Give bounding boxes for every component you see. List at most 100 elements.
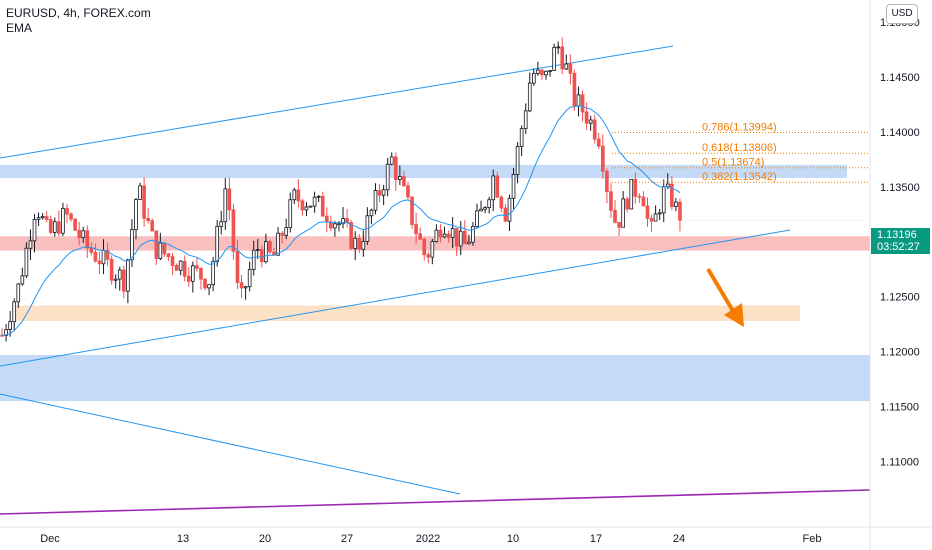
indicator-label[interactable]: EMA <box>6 21 33 35</box>
zones-layer <box>0 164 870 402</box>
candle <box>596 132 601 149</box>
candle-body <box>329 221 333 229</box>
candle-body <box>207 284 211 289</box>
candle <box>16 283 21 308</box>
candle-body <box>296 189 301 202</box>
candle-body <box>373 190 378 211</box>
candle <box>260 245 264 268</box>
candle-body <box>564 63 569 70</box>
symbol-title[interactable]: EURUSD, 4h, FOREX.com <box>6 6 151 20</box>
candle-body <box>450 228 455 238</box>
candle <box>544 70 548 80</box>
candle-body <box>548 70 552 72</box>
candle-body <box>280 232 284 236</box>
candle <box>235 240 240 290</box>
candle <box>178 260 183 276</box>
candle <box>657 208 662 221</box>
candle <box>641 191 646 207</box>
candle <box>653 205 658 222</box>
candle-body <box>653 213 658 222</box>
price-tick-label: 1.11000 <box>880 457 919 469</box>
candle <box>207 284 211 296</box>
ema-line <box>1 105 681 336</box>
candle-body <box>117 269 122 280</box>
candle <box>117 266 122 291</box>
candle <box>389 152 394 166</box>
candle <box>584 102 589 131</box>
candle <box>113 274 118 289</box>
candle-body <box>637 195 642 198</box>
candle-body <box>105 250 110 260</box>
candle-body <box>446 233 451 238</box>
candle-body <box>491 175 496 201</box>
candle-body <box>243 286 248 289</box>
candle <box>61 202 65 237</box>
candle <box>28 229 33 260</box>
candle <box>345 208 349 228</box>
candle-body <box>260 249 264 263</box>
candle-body <box>69 213 73 220</box>
candle <box>85 225 90 258</box>
candle-body <box>434 229 439 243</box>
time-tick-label: 13 <box>177 533 189 545</box>
candle-body <box>389 156 394 165</box>
candle-body <box>657 212 662 215</box>
candle-body <box>40 216 45 219</box>
candle-body <box>211 261 215 286</box>
candle-body <box>178 260 183 271</box>
candle-body <box>572 72 577 107</box>
candle <box>146 207 150 224</box>
candle-body <box>162 242 167 255</box>
candle-body <box>8 321 12 330</box>
blue-lower-zone <box>0 354 870 402</box>
price-tick-label: 1.12000 <box>880 347 920 359</box>
candle-body <box>402 176 406 187</box>
candle <box>617 221 621 237</box>
candle-body <box>527 82 532 112</box>
candle <box>341 207 345 229</box>
candle <box>255 238 260 259</box>
candle <box>93 243 98 263</box>
candle <box>527 72 532 113</box>
candle <box>174 263 179 271</box>
candle <box>69 212 73 222</box>
candle <box>381 185 386 206</box>
candle-body <box>158 242 163 259</box>
candle-body <box>28 240 33 249</box>
candle-body <box>645 205 650 219</box>
candle-body <box>85 230 90 249</box>
candle <box>158 232 163 261</box>
candle <box>385 157 390 197</box>
candle <box>406 181 410 201</box>
candle-body <box>617 221 621 228</box>
candle-body <box>499 196 504 209</box>
candle-body <box>255 249 260 252</box>
currency-button[interactable]: USD <box>886 4 918 24</box>
candle <box>601 134 605 179</box>
candle-body <box>601 145 605 172</box>
candle <box>203 278 207 291</box>
candle <box>572 69 577 111</box>
time-tick-label: 27 <box>341 533 353 545</box>
candle <box>556 41 561 55</box>
candle-body <box>113 278 118 281</box>
candle <box>121 265 126 299</box>
candle <box>81 226 86 243</box>
candle-body <box>24 247 29 277</box>
candle-body <box>130 229 134 261</box>
candle <box>268 239 272 255</box>
candle <box>312 191 317 213</box>
candle <box>77 222 81 246</box>
candle <box>507 194 512 232</box>
lower-trendline <box>0 229 791 367</box>
candle-body <box>588 119 593 124</box>
candle-body <box>284 227 289 236</box>
candle-body <box>649 217 654 222</box>
candle <box>97 251 102 275</box>
candle-body <box>511 173 516 199</box>
candle <box>402 171 406 187</box>
candle-body <box>44 216 49 220</box>
candle-body <box>199 267 203 280</box>
candle <box>20 267 25 286</box>
